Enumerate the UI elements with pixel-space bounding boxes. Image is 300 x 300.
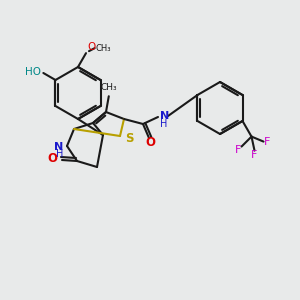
Text: N: N xyxy=(160,111,169,121)
Text: CH₃: CH₃ xyxy=(96,44,111,52)
Text: F: F xyxy=(251,150,258,160)
Text: F: F xyxy=(264,136,271,147)
Text: H: H xyxy=(160,119,167,129)
Text: S: S xyxy=(125,131,134,145)
Text: H: H xyxy=(56,149,63,159)
Text: O: O xyxy=(145,136,155,149)
Text: HO: HO xyxy=(26,67,41,77)
Text: O: O xyxy=(87,42,95,52)
Text: O: O xyxy=(47,152,57,166)
Text: N: N xyxy=(54,142,63,152)
Text: CH₃: CH₃ xyxy=(100,83,117,92)
Text: F: F xyxy=(235,145,242,154)
